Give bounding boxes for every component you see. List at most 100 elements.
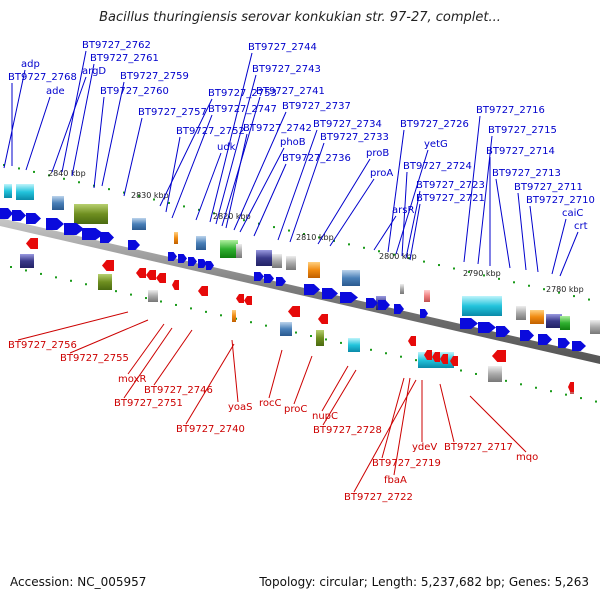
tick-mark [115, 290, 117, 293]
gene-leader-line [393, 377, 411, 476]
gene-arrow-forward [206, 261, 214, 270]
gene-arrow-forward [366, 298, 378, 308]
gene-arrow-reverse [450, 356, 458, 366]
gene-arrow-reverse [236, 294, 244, 303]
tick-mark [513, 281, 515, 284]
tick-mark [543, 288, 545, 291]
forward-strand-genes [0, 208, 586, 351]
gene-arrow-forward [520, 330, 534, 341]
gene-leader-line [101, 81, 125, 187]
tick-mark [303, 233, 305, 235]
gene-label-reverse: yoaS [228, 402, 253, 413]
gene-arrow-forward [340, 292, 358, 303]
tick-mark [550, 390, 552, 393]
gene-arrow-forward [420, 309, 428, 318]
feature-block [316, 330, 324, 346]
gene-arrow-forward [0, 208, 13, 219]
gene-label-reverse: BT9727_2722 [344, 492, 413, 503]
gene-label-reverse: BT9727_2756 [8, 340, 77, 351]
gene-label-reverse: BT9727_2740 [176, 424, 245, 435]
gene-arrow-forward [100, 232, 114, 243]
gene-leader-line [233, 111, 287, 231]
gene-leader-line [239, 147, 285, 233]
tick-mark [288, 229, 290, 232]
tick-mark [318, 236, 320, 239]
gene-label-reverse: BT9727_2746 [144, 385, 213, 396]
gene-label-forward: BT9727_2711 [514, 182, 583, 193]
accession-text: Accession: NC_005957 [10, 575, 147, 589]
gene-leader-line [317, 158, 371, 245]
feature-block [348, 338, 360, 352]
feature-block [286, 256, 296, 270]
gene-label-forward: BT9727_2726 [400, 119, 469, 130]
kbp-label: 2800 kbp [379, 252, 417, 261]
gene-label-forward: argD [82, 66, 106, 77]
feature-block [74, 204, 108, 224]
feature-block [196, 236, 206, 250]
gene-leader-line [373, 215, 397, 251]
feature-block [272, 254, 282, 268]
kbp-label: 2810 kbp [296, 233, 334, 242]
gene-leader-line [209, 52, 253, 223]
tick-mark [40, 272, 42, 275]
gene-leader-line [469, 395, 527, 453]
tick-mark [325, 338, 327, 341]
kbp-label: 2840 kbp [48, 169, 86, 178]
tick-mark [505, 379, 507, 382]
gene-arrow-reverse [432, 352, 440, 362]
gene-leader-line [127, 323, 165, 375]
gene-arrow-reverse [198, 286, 208, 296]
gene-label-forward: BT9727_2752 [176, 126, 245, 137]
gene-leader-line [439, 383, 455, 443]
gene-arrow-forward [478, 322, 496, 333]
gene-arrow-forward [496, 326, 510, 337]
gene-arrow-forward [12, 210, 26, 221]
feature-block [280, 322, 292, 336]
gene-leader-line [321, 365, 349, 412]
gene-leader-line [225, 133, 248, 229]
feature-block [52, 196, 64, 210]
chromosome-backbone [0, 218, 600, 364]
gene-leader-line [322, 369, 357, 426]
gene-leader-line [463, 115, 481, 263]
tick-mark [498, 277, 500, 280]
gene-label-reverse: mqo [516, 452, 538, 463]
gene-leader-line [61, 50, 87, 173]
gene-arrow-forward [128, 240, 140, 250]
gene-label-forward: BT9727_2713 [492, 168, 561, 179]
feature-block [256, 250, 272, 266]
tick-mark [3, 164, 5, 166]
gene-arrow-forward [538, 334, 552, 345]
gene-leader-line [25, 96, 51, 171]
feature-block [174, 232, 178, 244]
tick-mark [10, 266, 12, 268]
tick-mark [528, 284, 530, 287]
gene-label-reverse: fbaA [384, 475, 407, 486]
gene-leader-line [353, 379, 417, 493]
gene-label-forward: proB [366, 148, 389, 159]
gene-leader-line [3, 69, 26, 169]
gene-arrow-forward [168, 252, 177, 261]
gene-leader-line [93, 96, 105, 189]
feature-block [516, 306, 526, 320]
gene-label-forward: BT9727_2744 [248, 42, 317, 53]
gene-arrow-forward [64, 223, 84, 235]
tick-mark [160, 300, 162, 303]
kbp-label: 2790 kbp [463, 269, 501, 278]
gene-leader-line [395, 149, 429, 255]
feature-block [16, 184, 34, 200]
tick-mark [183, 205, 185, 208]
tick-mark [123, 191, 125, 194]
tick-mark [408, 257, 410, 260]
tick-mark [475, 372, 477, 375]
tick-mark [190, 307, 192, 310]
tick-mark [295, 331, 297, 334]
reverse-gene-labels: BT9727_2756 BT9727_2755 moxR BT9727_2751 BT9… [8, 311, 538, 503]
gene-leader-line [123, 327, 173, 399]
gene-leader-line [409, 203, 421, 261]
feature-block [590, 320, 600, 334]
gene-label-forward: phoB [280, 137, 306, 148]
gene-arrow-forward [264, 274, 274, 283]
gene-label-forward: ade [46, 86, 65, 97]
feature-block [530, 310, 544, 324]
